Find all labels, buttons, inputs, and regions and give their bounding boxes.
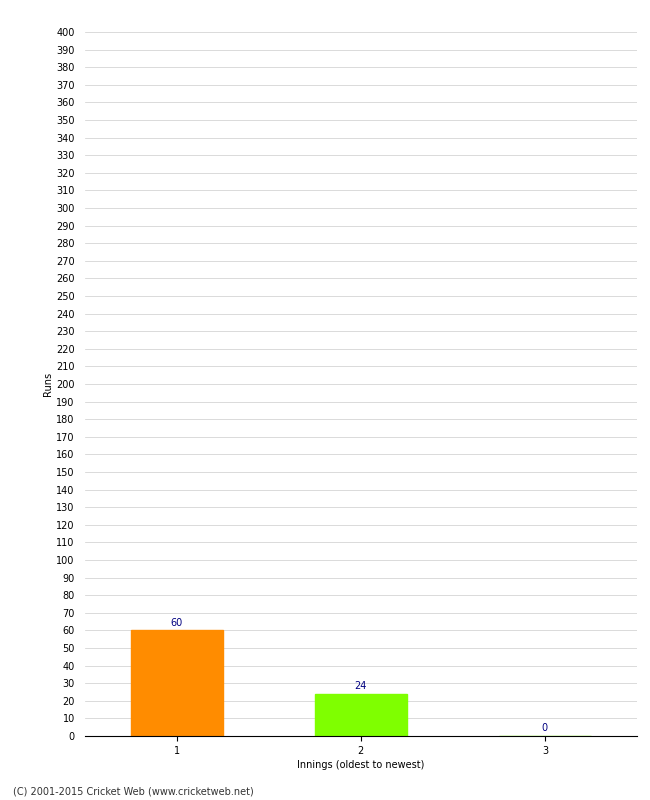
- Bar: [131, 630, 222, 736]
- Text: 60: 60: [170, 618, 183, 628]
- Text: 0: 0: [542, 723, 548, 734]
- Bar: [315, 694, 407, 736]
- Text: 24: 24: [354, 681, 367, 691]
- X-axis label: Innings (oldest to newest): Innings (oldest to newest): [297, 760, 424, 770]
- Y-axis label: Runs: Runs: [44, 372, 53, 396]
- Text: (C) 2001-2015 Cricket Web (www.cricketweb.net): (C) 2001-2015 Cricket Web (www.cricketwe…: [13, 786, 254, 796]
